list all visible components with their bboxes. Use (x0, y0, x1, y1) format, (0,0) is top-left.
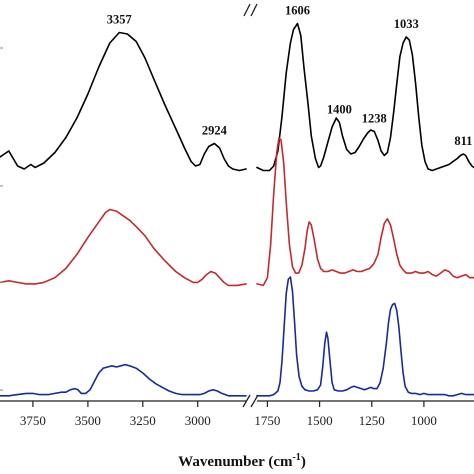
spectrum-3-segment-1 (0, 363, 247, 397)
peak-label-2924: 2924 (202, 124, 228, 138)
spectrum-1-segment-1 (0, 31, 247, 172)
axis-break-marker (242, 394, 259, 408)
x-tick-label-1000: 1000 (411, 413, 437, 428)
x-axis: 3750 3500 3250 3000 1750 1500 1250 1000 Wavenum… (0, 3, 474, 470)
x-tick-label-3000: 3000 (185, 413, 211, 428)
spectrum-1-segment-2 (256, 22, 474, 172)
peak-label-1606: 1606 (285, 4, 310, 18)
peak-label-1238: 1238 (362, 112, 387, 126)
x-axis-title: Wavenumber (cm-1) (178, 452, 306, 470)
series-layer (0, 22, 474, 397)
spectrum-1 (0, 22, 474, 172)
spectrum-3 (0, 276, 474, 397)
spectrum-3-segment-2 (256, 276, 474, 397)
x-tick-label-1500: 1500 (307, 413, 333, 428)
spectrum-2-segment-1 (0, 208, 247, 287)
peak-label-1033: 1033 (394, 17, 419, 31)
peak-label-3357: 3357 (107, 13, 132, 27)
peak-label-811: 811 (454, 134, 472, 148)
peak-annotations: 3357 2924 1606 1400 1238 1033 811 (107, 4, 473, 149)
x-tick-label-1250: 1250 (359, 413, 385, 428)
x-tick-label-3250: 3250 (130, 413, 156, 428)
x-tick-label-1750: 1750 (254, 413, 280, 428)
x-ticks: 3750 3500 3250 3000 1750 1500 1250 1000 (20, 401, 437, 428)
top-axis-break-marker (243, 3, 258, 17)
spectrum-2 (0, 137, 474, 287)
peak-label-1400: 1400 (327, 103, 352, 117)
spectrum-2-segment-2 (256, 137, 474, 287)
x-tick-label-3750: 3750 (20, 413, 46, 428)
plot-area: 3357 2924 1606 1400 1238 1033 811 (0, 4, 474, 397)
x-tick-label-3500: 3500 (75, 413, 101, 428)
left-edge-ticks (0, 47, 3, 391)
